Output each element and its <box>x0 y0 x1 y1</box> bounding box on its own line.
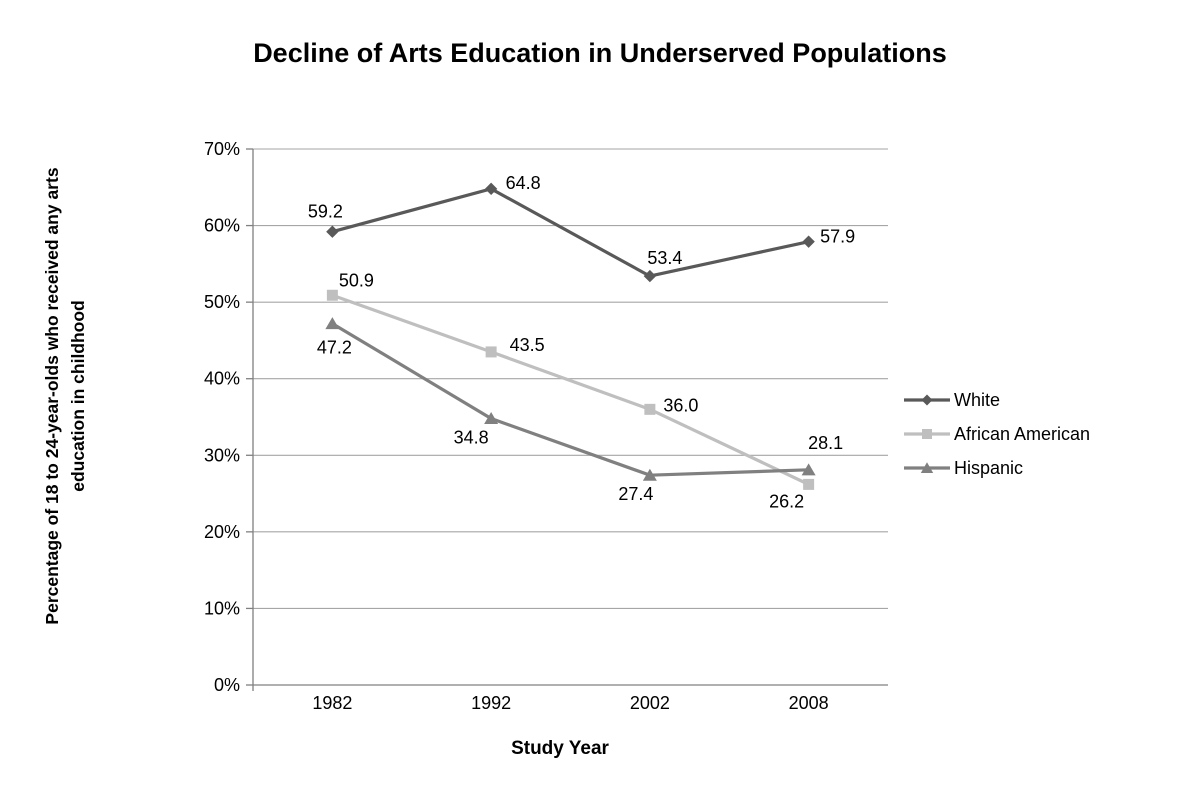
data-label-african-american: 26.2 <box>769 491 804 511</box>
data-label-hispanic: 47.2 <box>317 338 352 358</box>
series-line-white <box>331 187 809 278</box>
marker-diamond-white <box>484 182 498 196</box>
legend-item-african-american: African American <box>903 422 1090 446</box>
legend-swatch-triangle-icon <box>904 462 950 473</box>
data-label-hispanic: 34.8 <box>454 428 489 448</box>
data-label-african-american: 36.0 <box>663 395 698 415</box>
data-label-african-american: 50.9 <box>339 270 374 290</box>
marker-triangle-hispanic <box>642 468 657 481</box>
series-line-hispanic <box>331 322 809 477</box>
marker-diamond-white <box>802 235 815 248</box>
marker-triangle-hispanic <box>325 317 340 330</box>
x-tick-label: 2002 <box>630 693 670 713</box>
legend-item-white: White <box>903 388 1090 412</box>
legend-swatch-diamond-icon <box>904 394 950 406</box>
legend-label-african-american: African American <box>954 423 1091 444</box>
legend-swatch-square-icon <box>904 429 950 439</box>
data-label-hispanic: 27.4 <box>618 484 653 504</box>
marker-square-african-american <box>803 478 815 490</box>
x-tick-label: 1982 <box>312 693 352 713</box>
series-line-african-american <box>331 293 810 486</box>
marker-diamond-white <box>643 269 657 283</box>
data-label-white: 64.8 <box>506 173 541 193</box>
marker-triangle-hispanic <box>484 412 499 425</box>
marker-square-african-american <box>485 346 497 358</box>
data-label-hispanic: 28.1 <box>808 433 843 453</box>
y-tick-label: 30% <box>204 445 240 465</box>
y-tick-label: 60% <box>204 216 240 236</box>
marker-square-african-american <box>644 403 656 415</box>
marker-diamond-white <box>326 225 339 238</box>
y-tick-label: 40% <box>204 369 240 389</box>
marker-square-african-american <box>326 289 338 301</box>
legend-item-hispanic: Hispanic <box>903 456 1090 480</box>
data-label-white: 57.9 <box>820 227 855 247</box>
y-tick-label: 10% <box>204 598 240 618</box>
legend-label-white: White <box>954 389 1001 410</box>
chart-title: Decline of Arts Education in Underserved… <box>253 38 947 68</box>
legend: White African American Hispanic <box>903 388 1090 480</box>
data-label-white: 53.4 <box>647 248 682 268</box>
y-tick-label: 20% <box>204 522 240 542</box>
y-tick-label: 50% <box>204 292 240 312</box>
y-tick-label: 70% <box>204 139 240 159</box>
x-tick-label: 1992 <box>471 693 511 713</box>
x-axis-title: Study Year <box>511 738 609 759</box>
data-label-african-american: 43.5 <box>510 335 545 355</box>
data-label-white: 59.2 <box>308 202 343 222</box>
legend-label-hispanic: Hispanic <box>954 457 1024 478</box>
x-tick-label: 2008 <box>789 693 829 713</box>
marker-triangle-hispanic <box>801 463 816 476</box>
y-tick-label: 0% <box>214 675 240 695</box>
